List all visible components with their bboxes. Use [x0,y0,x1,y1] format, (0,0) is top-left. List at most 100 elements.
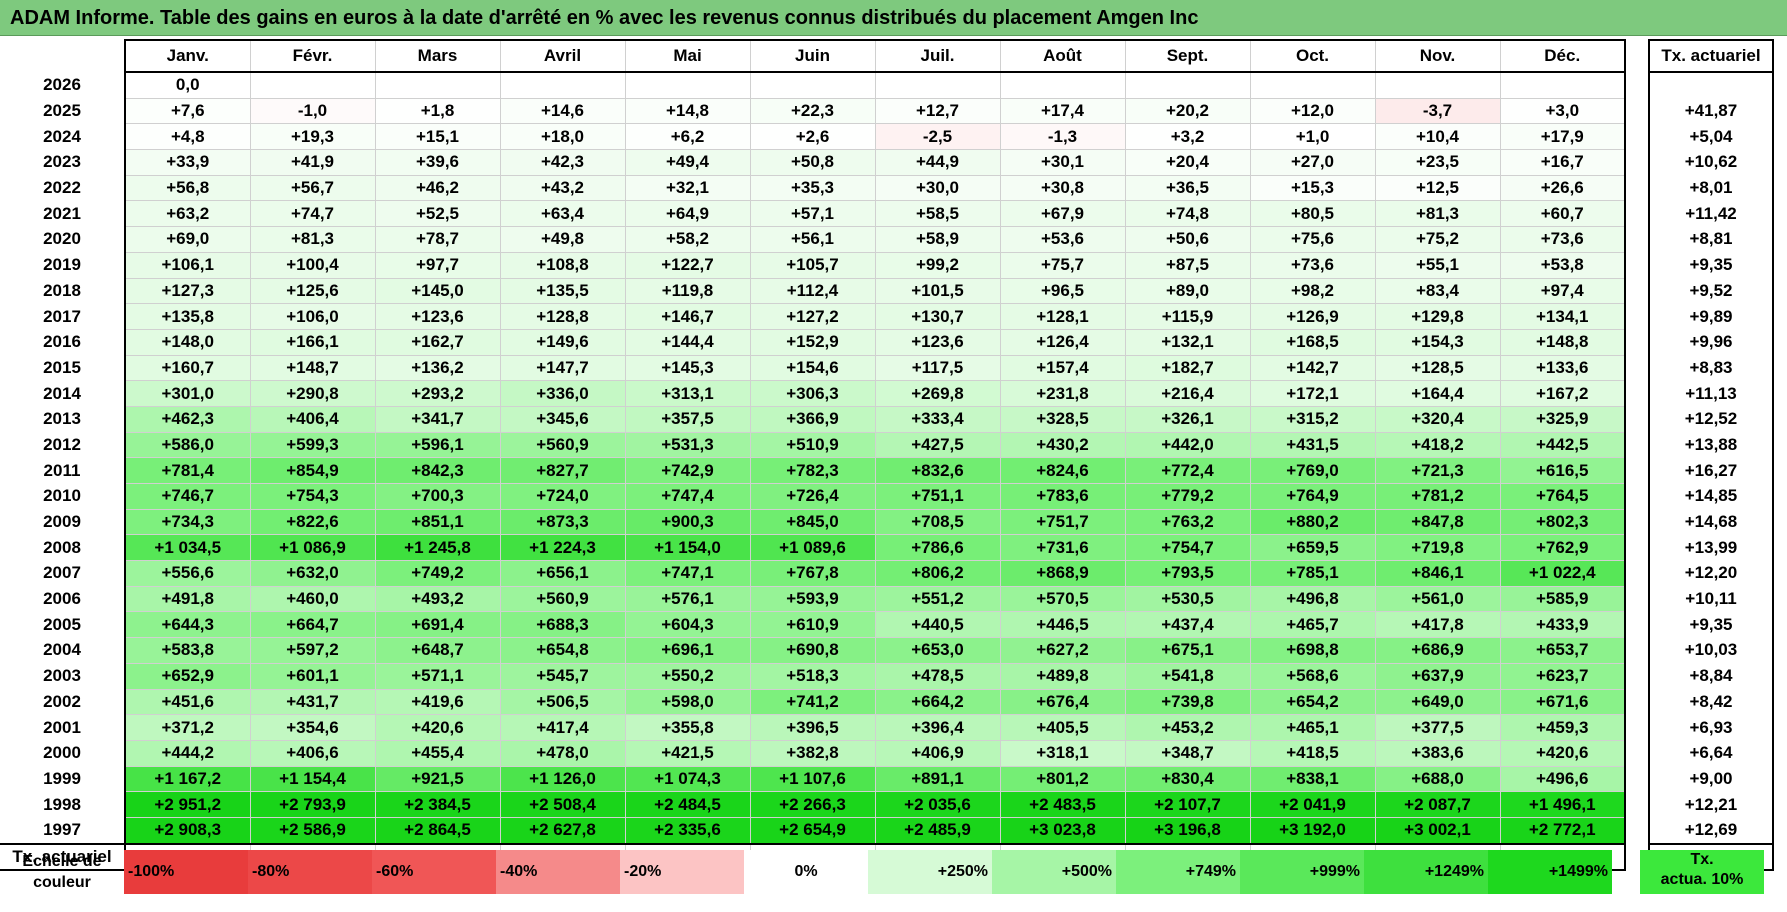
column-gap [1625,586,1649,612]
gain-cell: +478,0 [499,739,626,767]
gain-cell: +442,5 [1499,431,1626,459]
gain-cell: +653,7 [1499,637,1626,664]
gain-cell: +824,6 [999,457,1126,484]
gain-cell: +55,1 [1374,251,1501,279]
gain-cell: +596,1 [374,431,501,459]
gain-cell: +126,9 [1249,303,1376,330]
tx-actuariel-cell: +41,87 [1648,98,1774,124]
gain-cell: +599,3 [249,431,376,459]
year-label: 2001 [0,714,126,741]
gain-cell: +269,8 [874,380,1001,407]
gain-cell: +491,8 [124,585,251,613]
gain-cell: +83,4 [1374,277,1501,305]
column-gap [1625,817,1649,844]
gain-cell: +462,3 [124,405,251,433]
table-row: 2003 +652,9 +601,1 +571,1 +545,7 +550,2 +518,3… [0,662,1774,690]
gain-cell: +405,5 [999,714,1126,741]
month-header: Juil. [874,39,1000,73]
gain-cell: +41,9 [249,149,376,176]
gain-cell: +35,3 [749,174,876,202]
gain-cell: +446,5 [999,611,1126,639]
column-gap [1625,663,1649,689]
gain-cell: +382,8 [749,739,876,767]
gain-cell: +747,4 [624,483,751,510]
gain-cell: +698,8 [1249,637,1376,664]
gain-cell: +4,8 [124,123,251,151]
gain-cell: +846,1 [1374,560,1501,587]
year-label: 1999 [0,766,126,792]
gain-cell: +20,4 [1124,149,1251,176]
gain-cell: +772,4 [1124,457,1251,484]
year-label: 2020 [0,226,126,253]
year-header-blank [0,40,126,72]
column-gap [1625,432,1649,458]
gain-cell: +545,7 [499,662,626,690]
color-scale-legend: Echelle de couleur -100% -80% -60% -40% -20% 0… [0,846,1764,898]
gain-cell: +451,6 [124,688,251,716]
gain-cell: +656,1 [499,560,626,587]
gain-cell: +560,9 [499,431,626,459]
month-header: Nov. [1374,39,1500,73]
gain-cell: +357,5 [624,405,751,433]
gain-cell: +3 196,8 [1124,816,1251,845]
tx-actuariel-cell: +12,52 [1648,406,1774,433]
gain-cell: +126,4 [999,328,1126,356]
tx-actuariel-cell: +8,01 [1648,175,1774,201]
gain-cell: +754,7 [1124,534,1251,562]
gain-cell: +746,7 [124,483,251,510]
gain-cell: +530,5 [1124,585,1251,613]
table-row: 2026 0,0 [0,71,1774,99]
gain-cell: +108,8 [499,251,626,279]
tx-actuariel-cell: +11,13 [1648,380,1774,407]
gain-cell: +58,5 [874,200,1001,228]
gain-cell: +440,5 [874,611,1001,639]
gain-cell: +15,1 [374,123,501,151]
gain-cell: +336,0 [499,380,626,407]
color-scale-swatch: +999% [1240,850,1364,894]
gain-cell [249,71,376,99]
gain-cell: +764,5 [1499,483,1626,510]
year-label: 2002 [0,689,126,715]
year-label: 2021 [0,200,126,227]
gain-cell: +786,6 [874,534,1001,562]
gain-cell: +216,4 [1124,380,1251,407]
gain-cell: +81,3 [1374,200,1501,228]
gain-cell: +50,6 [1124,226,1251,253]
gain-cell: +822,6 [249,508,376,536]
gain-cell: +510,9 [749,431,876,459]
month-header: Avril [499,39,625,73]
gain-cell: +686,9 [1374,637,1501,664]
gain-cell: +18,0 [499,123,626,151]
gain-cell: +96,5 [999,277,1126,305]
gain-cell: +53,6 [999,226,1126,253]
gain-cell: +73,6 [1499,226,1626,253]
tx-actuariel-cell: +9,00 [1648,766,1774,792]
gain-cell: +115,9 [1124,303,1251,330]
gain-cell: +747,1 [624,560,751,587]
gain-cell: -3,7 [1374,97,1501,125]
table-row: 2008 +1 034,5 +1 086,9 +1 245,8 +1 224,3 +1 1… [0,534,1774,562]
gain-cell: +128,1 [999,303,1126,330]
column-gap [1625,611,1649,638]
gain-cell: +1 154,4 [249,765,376,793]
gain-cell: +17,4 [999,97,1126,125]
gain-cell: +157,4 [999,354,1126,382]
gain-cell: +623,7 [1499,662,1626,690]
column-gap [1625,98,1649,124]
gain-cell: +128,8 [499,303,626,330]
gain-cell: +162,7 [374,328,501,356]
gain-cell: +125,6 [249,277,376,305]
gain-cell: +75,7 [999,251,1126,279]
table-row: 2010 +746,7 +754,3 +700,3 +724,0 +747,4 +726,4… [0,483,1774,510]
column-gap [1625,200,1649,227]
gain-cell: +708,5 [874,508,1001,536]
gain-cell: +320,4 [1374,405,1501,433]
gain-cell: +769,0 [1249,457,1376,484]
gain-cell: +30,1 [999,149,1126,176]
gain-cell: +406,9 [874,739,1001,767]
gain-cell: +129,8 [1374,303,1501,330]
gain-cell: +89,0 [1124,277,1251,305]
color-scale-swatch: -60% [372,850,496,894]
gain-cell: +135,8 [124,303,251,330]
gain-cell [999,71,1126,99]
